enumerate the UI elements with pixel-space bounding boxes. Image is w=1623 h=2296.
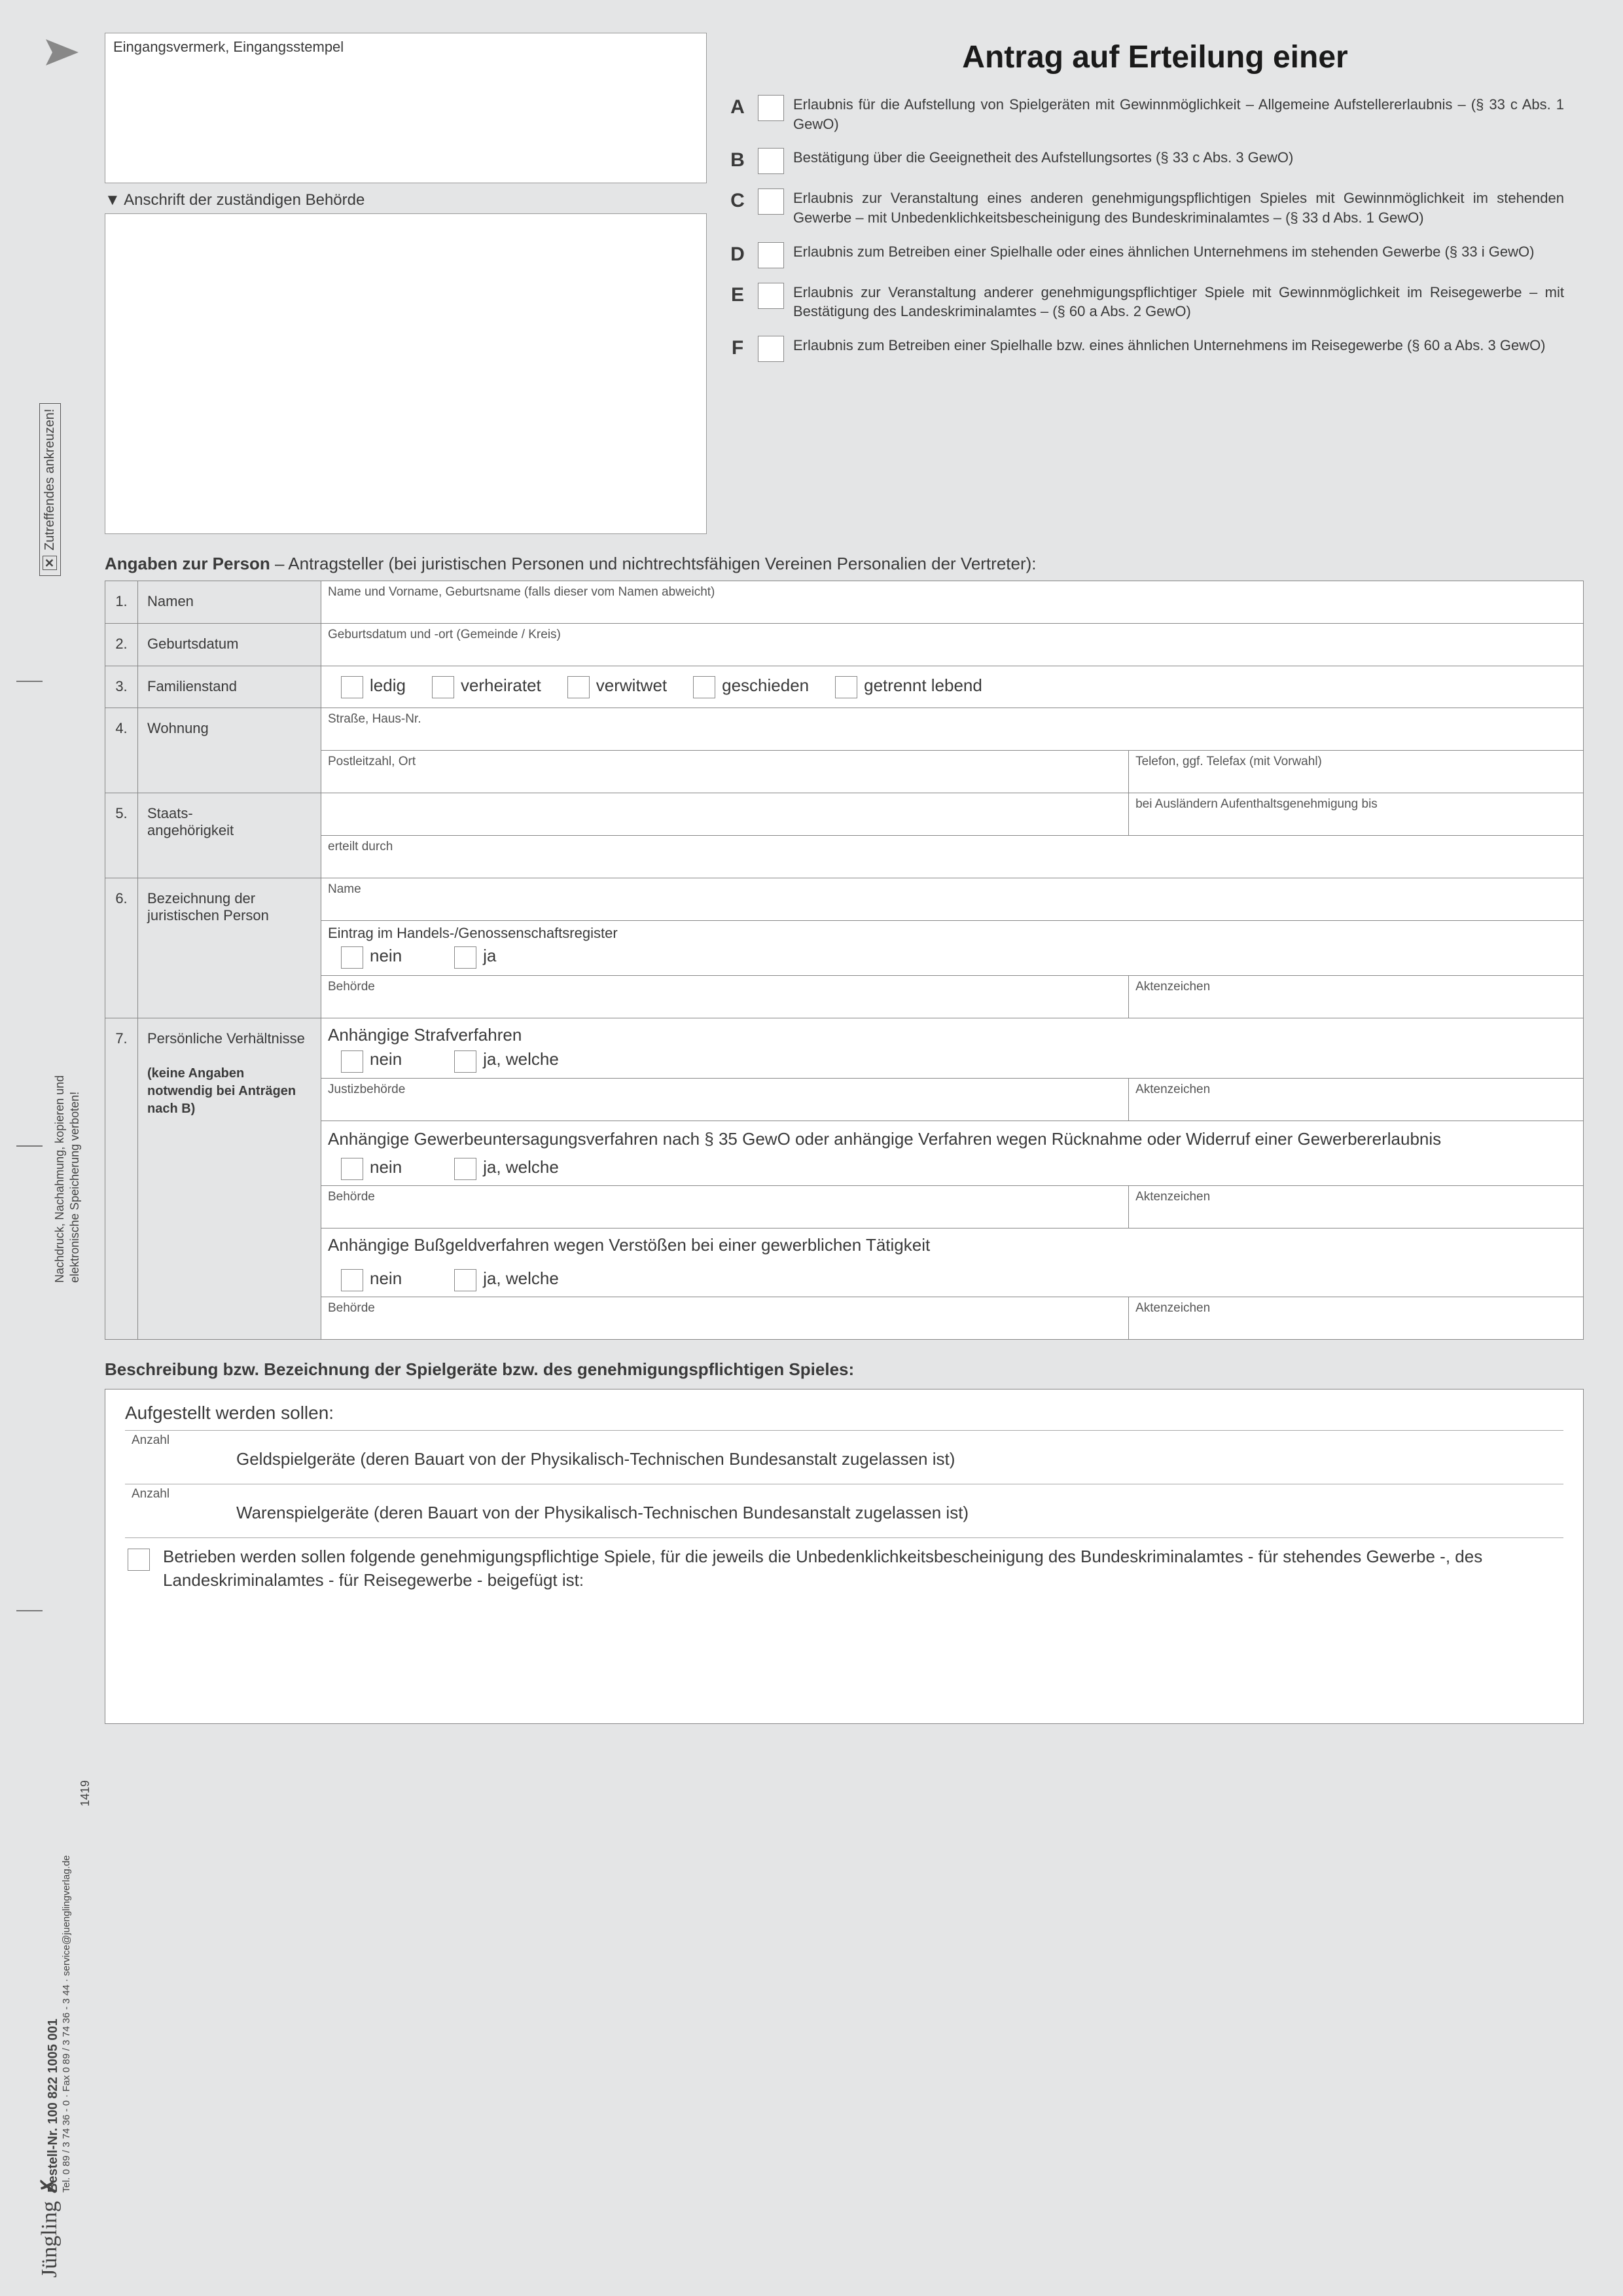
person-section-heading: Angaben zur Person – Antragsteller (bei … [105,554,1584,574]
option-F: F Erlaubnis zum Betreiben einer Spielhal… [726,336,1584,362]
side-form-number: 1419 [79,1780,92,1806]
anzahl-geldspiel-field[interactable]: Anzahl [125,1433,217,1448]
option-B: B Bestätigung über die Geeignetheit des … [726,148,1584,174]
familienstand-verwitwet-checkbox[interactable] [567,676,590,698]
option-D: D Erlaubnis zum Betreiben einer Spielhal… [726,242,1584,268]
erteilt-durch-field[interactable]: erteilt durch [321,836,1584,878]
anschrift-label: ▼ Anschrift der zuständigen Behörde [105,191,707,209]
familienstand-ledig-checkbox[interactable] [341,676,363,698]
aufenthaltsgenehmigung-field[interactable]: bei Ausländern Aufenthaltsgenehmigung bi… [1129,793,1583,835]
juristische-name-field[interactable]: Name [321,878,1584,921]
side-note-copyright: Nachdruck, Nachahmung, kopieren und elek… [52,1075,82,1283]
register-ja-checkbox[interactable] [454,946,476,969]
eingangsvermerk-field[interactable]: Eingangsvermerk, Eingangsstempel [105,33,707,183]
strafverfahren-nein-checkbox[interactable] [341,1050,363,1073]
register-nein-checkbox[interactable] [341,946,363,969]
familienstand-getrennt-checkbox[interactable] [835,676,857,698]
option-C: C Erlaubnis zur Veranstaltung eines ande… [726,188,1584,227]
betrieben-checkbox[interactable] [128,1549,150,1571]
option-D-checkbox[interactable] [758,242,784,268]
corner-arrow-icon [46,39,79,65]
option-E-checkbox[interactable] [758,283,784,309]
margin-tick [16,681,43,682]
name-field[interactable]: Name und Vorname, Geburtsname (falls die… [321,581,1584,624]
description-box: Aufgestellt werden sollen: Anzahl Geldsp… [105,1389,1584,1724]
strasse-field[interactable]: Straße, Haus-Nr. [321,708,1584,751]
bussgeld-behoerde-field[interactable]: Behörde [321,1297,1129,1339]
aufgestellt-label: Aufgestellt werden sollen: [125,1403,1563,1424]
familienstand-geschieden-checkbox[interactable] [693,676,715,698]
option-C-checkbox[interactable] [758,188,784,215]
gewerbeuntersagung-title: Anhängige Gewerbeuntersagungsverfahren n… [328,1128,1577,1151]
option-A-checkbox[interactable] [758,95,784,121]
margin-tick [16,1610,43,1611]
register-behoerde-field[interactable]: Behörde [321,976,1129,1018]
betrieben-text: Betrieben werden sollen folgende genehmi… [163,1545,1563,1592]
strafverfahren-ja-checkbox[interactable] [454,1050,476,1073]
anschrift-field[interactable] [105,213,707,534]
publisher-logo: Jüngling ✗ [36,2177,62,2278]
register-aktenzeichen-field[interactable]: Aktenzeichen [1129,976,1583,1018]
desc-section-heading: Beschreibung bzw. Bezeichnung der Spielg… [105,1359,1584,1380]
geburtsdatum-field[interactable]: Geburtsdatum und -ort (Gemeinde / Kreis) [321,624,1584,666]
geldspiel-text: Geldspielgeräte (deren Bauart von der Ph… [217,1433,1563,1480]
justizbehoerde-field[interactable]: Justizbehörde [321,1079,1129,1121]
option-E: E Erlaubnis zur Veranstaltung anderer ge… [726,283,1584,321]
strafverfahren-title: Anhängige Strafverfahren [328,1025,1577,1045]
familienstand-verheiratet-checkbox[interactable] [432,676,454,698]
side-note-zutreffendes: ✕Zutreffendes ankreuzen! [39,403,61,576]
bussgeld-ja-checkbox[interactable] [454,1269,476,1291]
bussgeld-aktenzeichen-field[interactable]: Aktenzeichen [1129,1297,1583,1339]
gewerbe-behoerde-field[interactable]: Behörde [321,1186,1129,1228]
option-A: A Erlaubnis für die Aufstellung von Spie… [726,95,1584,134]
person-table: 1. Namen Name und Vorname, Geburtsname (… [105,581,1584,1340]
warenspiel-text: Warenspielgeräte (deren Bauart von der P… [217,1487,1563,1534]
bussgeld-nein-checkbox[interactable] [341,1269,363,1291]
bussgeld-title: Anhängige Bußgeldverfahren wegen Verstöß… [328,1235,1577,1255]
plz-ort-field[interactable]: Postleitzahl, Ort [321,751,1129,793]
margin-tick [16,1145,43,1147]
straf-aktenzeichen-field[interactable]: Aktenzeichen [1129,1079,1583,1121]
telefon-field[interactable]: Telefon, ggf. Telefax (mit Vorwahl) [1129,751,1583,793]
gewerbe-aktenzeichen-field[interactable]: Aktenzeichen [1129,1186,1583,1228]
option-B-checkbox[interactable] [758,148,784,174]
anzahl-warenspiel-field[interactable]: Anzahl [125,1487,217,1501]
gewerbe-ja-checkbox[interactable] [454,1158,476,1180]
form-title: Antrag auf Erteilung einer [726,39,1584,75]
option-F-checkbox[interactable] [758,336,784,362]
gewerbe-nein-checkbox[interactable] [341,1158,363,1180]
staatsangehoerigkeit-field[interactable] [321,793,1129,835]
side-order-number: Bestell-Nr. 100 822 1005 001 Tel. 0 89 /… [46,1855,72,2193]
